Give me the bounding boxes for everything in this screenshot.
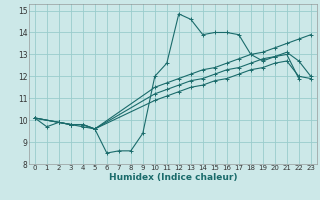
X-axis label: Humidex (Indice chaleur): Humidex (Indice chaleur) (108, 173, 237, 182)
